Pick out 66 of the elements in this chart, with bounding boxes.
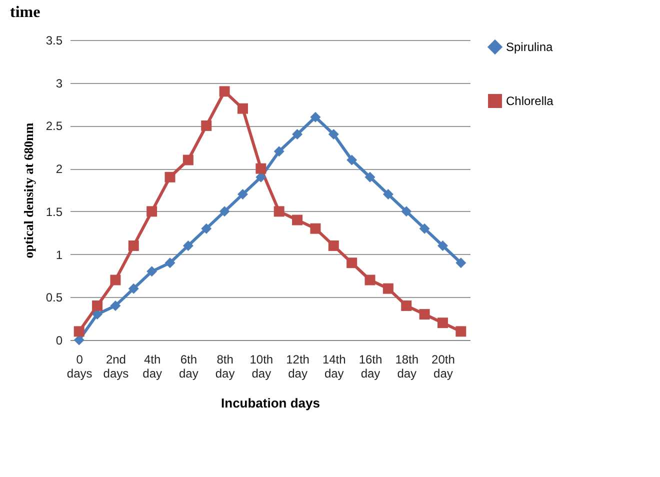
x-tick-label: 6th day xyxy=(179,352,198,380)
x-tick-label: 18th day xyxy=(395,352,419,380)
y-tick-label: 0.5 xyxy=(46,290,63,305)
point xyxy=(401,206,412,217)
point xyxy=(128,240,139,251)
x-tick-label: 4th day xyxy=(142,352,162,380)
point xyxy=(419,223,430,234)
point xyxy=(92,309,103,320)
point xyxy=(219,206,230,217)
point xyxy=(437,318,448,328)
legend-label: Chlorella xyxy=(506,94,554,108)
point xyxy=(419,309,430,320)
x-axis-title: Incubation days xyxy=(221,396,320,410)
point xyxy=(128,283,139,294)
point xyxy=(219,86,230,97)
point xyxy=(274,146,284,157)
point xyxy=(164,258,176,268)
point xyxy=(237,189,248,200)
y-tick-label: 2 xyxy=(56,162,63,176)
x-tick-label: 16th day xyxy=(358,352,382,380)
x-tick-label: 20th day xyxy=(432,352,455,380)
point xyxy=(382,189,394,200)
point xyxy=(310,223,321,234)
point xyxy=(292,129,303,140)
point xyxy=(274,206,284,217)
point xyxy=(328,240,339,251)
point xyxy=(146,206,158,217)
point xyxy=(292,214,303,226)
y-tick-label: 1.5 xyxy=(46,204,63,219)
point xyxy=(382,283,394,294)
y-tick-label: 0 xyxy=(56,334,63,348)
point xyxy=(74,326,84,337)
point xyxy=(346,258,358,268)
point xyxy=(256,163,266,174)
point xyxy=(310,112,321,122)
x-tick-label: 2nd days xyxy=(103,352,129,380)
point xyxy=(164,172,176,182)
point xyxy=(364,172,376,182)
point xyxy=(146,266,158,277)
point xyxy=(401,300,412,311)
y-tick-label: 3 xyxy=(56,76,63,90)
point xyxy=(110,300,121,311)
point xyxy=(92,300,103,311)
y-tick-label: 2.5 xyxy=(46,119,63,134)
y-tick-label: 3.5 xyxy=(46,34,63,48)
point xyxy=(237,103,248,114)
y-tick-label: 1 xyxy=(56,248,63,262)
point xyxy=(328,129,339,140)
legend-label: Spirulina xyxy=(506,40,554,54)
x-tick-label: 0 days xyxy=(66,352,92,380)
point xyxy=(182,154,194,166)
y-axis-title: optical density at 680nm xyxy=(20,122,36,258)
point xyxy=(201,120,212,131)
point xyxy=(437,240,448,251)
point xyxy=(456,258,466,268)
chart-title: time xyxy=(10,4,40,21)
x-tick-label: 12th day xyxy=(286,352,310,380)
point xyxy=(364,274,376,286)
point xyxy=(110,274,121,286)
point xyxy=(182,240,194,251)
point xyxy=(456,326,466,337)
point xyxy=(346,154,358,166)
x-tick-label: 8th day xyxy=(215,352,235,380)
x-tick-label: 10th day xyxy=(250,352,274,380)
x-tick-label: 14th day xyxy=(322,352,346,380)
point xyxy=(201,223,212,234)
